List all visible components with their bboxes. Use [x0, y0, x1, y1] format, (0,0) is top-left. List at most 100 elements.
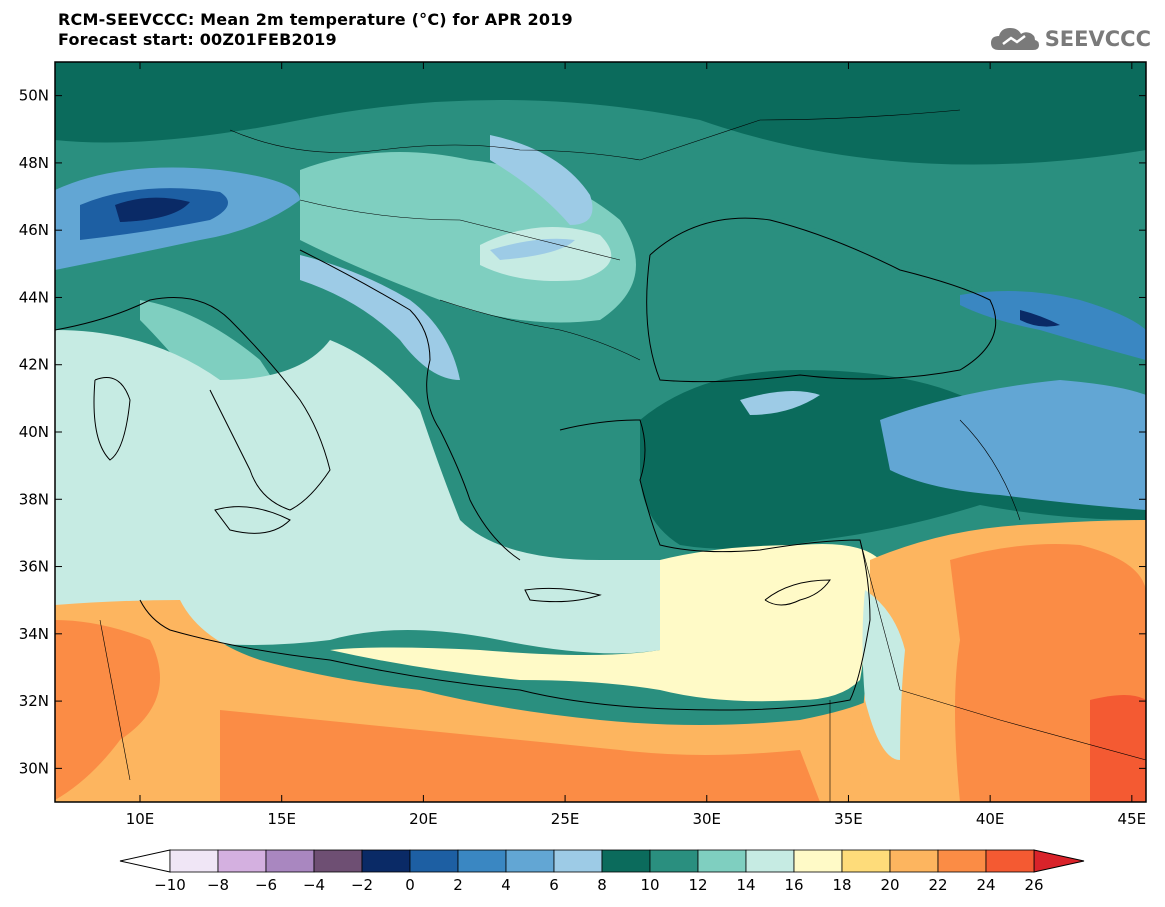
latitude-axis: 50N 48N 46N 44N 42N 40N 38N 36N 34N 32N 30N: [19, 87, 1146, 777]
lon-label: 25E: [551, 810, 580, 828]
lat-label: 30N: [19, 759, 49, 777]
lon-label: 30E: [692, 810, 721, 828]
seevccc-logo: SEEVCCC: [989, 22, 1151, 56]
lat-label: 38N: [19, 490, 49, 508]
lon-label: 15E: [267, 810, 296, 828]
colorbar-label: 18: [832, 876, 851, 894]
lat-label: 40N: [19, 423, 49, 441]
levantine-basin: [330, 544, 880, 702]
black-sea: [642, 211, 1002, 382]
lat-label: 50N: [19, 87, 49, 105]
colorbar-label: 2: [453, 876, 463, 894]
lat-label: 32N: [19, 692, 49, 710]
eastern-med-coast: [139, 419, 871, 711]
south-carpathians-cold-area: [490, 238, 575, 260]
colorbar-swatch: [937, 849, 987, 873]
sicily-coast: [214, 506, 291, 534]
colorbar-swatch: [265, 849, 315, 873]
lat-label: 48N: [19, 154, 49, 172]
coastlines: [55, 217, 997, 711]
logo-text: SEEVCCC: [1044, 27, 1151, 51]
lon-label: 45E: [1118, 810, 1147, 828]
italy-coast: [55, 297, 331, 511]
lat-label: 42N: [19, 356, 49, 374]
lon-label: 35E: [834, 810, 863, 828]
colorbar-swatch: [169, 849, 219, 873]
colorbar-label: 20: [880, 876, 899, 894]
colorbar-swatch: [601, 849, 651, 873]
colorbar-label: −6: [255, 876, 277, 894]
colorbar-label: 26: [1024, 876, 1043, 894]
title-block: RCM-SEEVCCC: Mean 2m temperature (°C) fo…: [58, 10, 573, 50]
lat-label: 46N: [19, 221, 49, 239]
alps-coldest-area: [115, 197, 190, 222]
colorbar-label: −10: [154, 876, 186, 894]
map-title: RCM-SEEVCCC: Mean 2m temperature (°C) fo…: [58, 10, 573, 29]
adriatic-coast: [299, 249, 521, 561]
lat-label: 34N: [19, 625, 49, 643]
sardinia-corsica-coast: [93, 377, 131, 461]
cloud-icon: [990, 28, 1039, 50]
anatolia-cold-patch: [740, 391, 820, 415]
colorbar-label: 10: [640, 876, 659, 894]
colorbar-label: 6: [549, 876, 559, 894]
black-sea-coast: [646, 217, 997, 383]
colorbar-swatch: [697, 849, 747, 873]
colorbar-label: 24: [976, 876, 995, 894]
border-northern: [229, 109, 961, 161]
colorbar-label: 12: [688, 876, 707, 894]
border-central: [299, 199, 621, 261]
lon-label: 10E: [126, 810, 155, 828]
country-borders: [99, 109, 1146, 802]
colorbar-label: 0: [405, 876, 415, 894]
pannonian-lightest-area: [480, 227, 612, 281]
border-levant: [859, 539, 901, 691]
north-africa-hot-area-east: [220, 710, 820, 802]
dinaric-cold-area: [300, 255, 460, 380]
colorbar-label: −4: [303, 876, 325, 894]
colorbar-swatch: [985, 849, 1035, 873]
colorbar-label: 4: [501, 876, 511, 894]
lon-label: 20E: [409, 810, 438, 828]
colorbar-swatch: [505, 849, 555, 873]
border-turkey-east: [959, 419, 1021, 521]
longitude-axis: 10E 15E 20E 25E 30E 35E 40E 45E: [126, 62, 1146, 828]
colorbar-swatch: [793, 849, 843, 873]
crete-coast: [524, 587, 602, 603]
colorbar-over-arrow: [1033, 849, 1085, 873]
colorbar-swatch: [889, 849, 939, 873]
colorbar-label: 14: [736, 876, 755, 894]
border-balkan: [439, 299, 641, 361]
colorbar-swatch: [553, 849, 603, 873]
north-africa-hot-area-west: [55, 620, 160, 800]
colorbar-swatch: [457, 849, 507, 873]
border-arabia: [899, 689, 1146, 761]
colorbar-swatch: [409, 849, 459, 873]
border-tunisia-libya: [99, 619, 131, 781]
colorbar-swatch: [841, 849, 891, 873]
northern-dark-band: [55, 62, 1146, 165]
caucasus-coldest-area: [1020, 310, 1060, 327]
colorbar-swatch: [217, 849, 267, 873]
lon-label: 40E: [976, 810, 1005, 828]
colorbar-label: −8: [207, 876, 229, 894]
colorbar-swatch: [361, 849, 411, 873]
eastern-anatolia-cold-area: [880, 380, 1146, 510]
temperature-field: [55, 62, 1146, 802]
colorbar-swatch: [649, 849, 699, 873]
lat-label: 44N: [19, 288, 49, 306]
colorbar: −10 −8 −6 −4 −2 0 2 4 6 8 10 12 14 16 18 20 22 24 26: [119, 849, 1085, 894]
colorbar-label: 8: [597, 876, 607, 894]
colorbar-label: 16: [784, 876, 803, 894]
colorbar-label: −2: [351, 876, 373, 894]
central-mediterranean: [55, 330, 680, 654]
cyprus-coast: [764, 579, 831, 606]
levant-highlands: [862, 590, 905, 760]
colorbar-swatch: [745, 849, 795, 873]
carpathians-cold-area: [490, 135, 593, 225]
colorbar-swatch: [313, 849, 363, 873]
middle-east-hottest-area: [1090, 695, 1146, 802]
forecast-start-label: Forecast start: 00Z01FEB2019: [58, 30, 337, 49]
lat-label: 36N: [19, 558, 49, 576]
